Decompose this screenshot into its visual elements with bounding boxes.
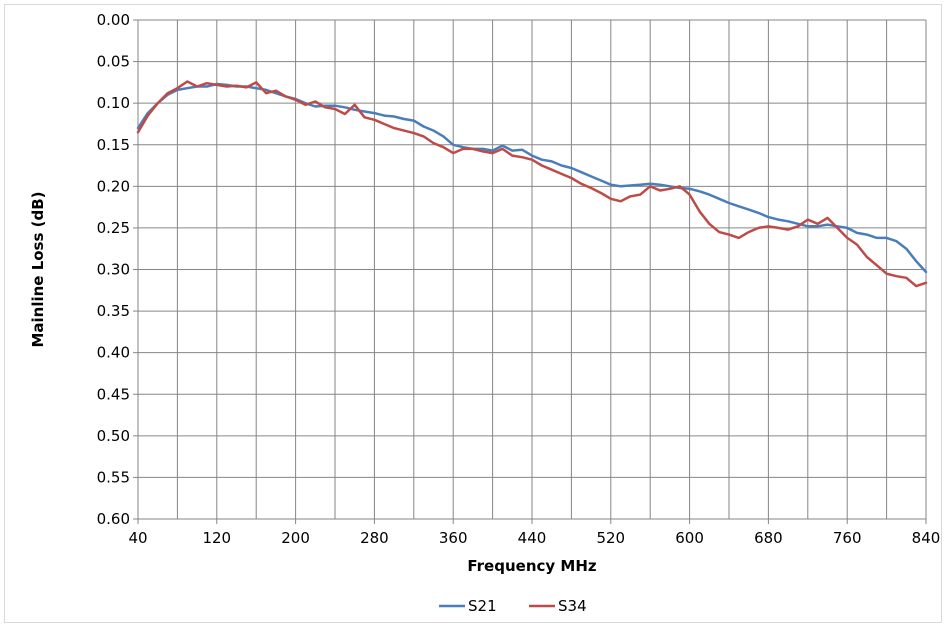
grid [137, 19, 927, 520]
y-tick-label: 0.55 [97, 468, 130, 486]
y-tick-label: 0.05 [97, 53, 130, 71]
x-tick-labels: 40 120 200 280 360 440 520 600 680 760 840 [128, 519, 940, 547]
y-tick-label: 0.45 [97, 385, 130, 403]
y-tick-label: 0.25 [97, 219, 130, 237]
series-layer [136, 80, 928, 288]
legend-label-s34: S34 [558, 597, 587, 615]
x-tick-label: 440 [518, 529, 547, 547]
x-tick-label: 280 [360, 529, 389, 547]
y-tick-label: 0.40 [97, 344, 130, 362]
x-tick-label: 360 [439, 529, 468, 547]
series-line-s21 [136, 82, 928, 274]
y-tick-label: 0.15 [97, 136, 130, 154]
chart-frame: 40 120 200 280 360 440 520 600 680 760 840 0.00 0.0… [4, 4, 942, 623]
x-tick-label: 520 [596, 529, 625, 547]
y-tick-label: 0.00 [97, 11, 130, 29]
legend-label-s21: S21 [468, 597, 497, 615]
legend: S21 S34 [439, 597, 587, 615]
x-tick-label: 200 [281, 529, 310, 547]
x-tick-label: 840 [912, 529, 941, 547]
y-tick-labels: 0.00 0.05 0.10 0.15 0.20 0.25 0.30 0.35 0.40 0.45… [97, 11, 138, 528]
y-axis-title: Mainline Loss (dB) [29, 191, 47, 347]
x-axis-title: Frequency MHz [467, 557, 596, 575]
x-tick-label: 120 [202, 529, 231, 547]
y-tick-label: 0.30 [97, 261, 130, 279]
y-tick-label: 0.50 [97, 427, 130, 445]
y-tick-label: 0.60 [97, 510, 130, 528]
x-tick-label: 760 [833, 529, 862, 547]
y-tick-label: 0.35 [97, 302, 130, 320]
x-tick-label: 680 [754, 529, 783, 547]
x-tick-label: 40 [128, 529, 147, 547]
y-tick-label: 0.20 [97, 177, 130, 195]
x-tick-label: 600 [675, 529, 704, 547]
line-chart: 40 120 200 280 360 440 520 600 680 760 840 0.000.0… [29, 11, 940, 615]
series-line-s34 [136, 80, 928, 288]
y-tick-label: 0.10 [97, 94, 130, 112]
